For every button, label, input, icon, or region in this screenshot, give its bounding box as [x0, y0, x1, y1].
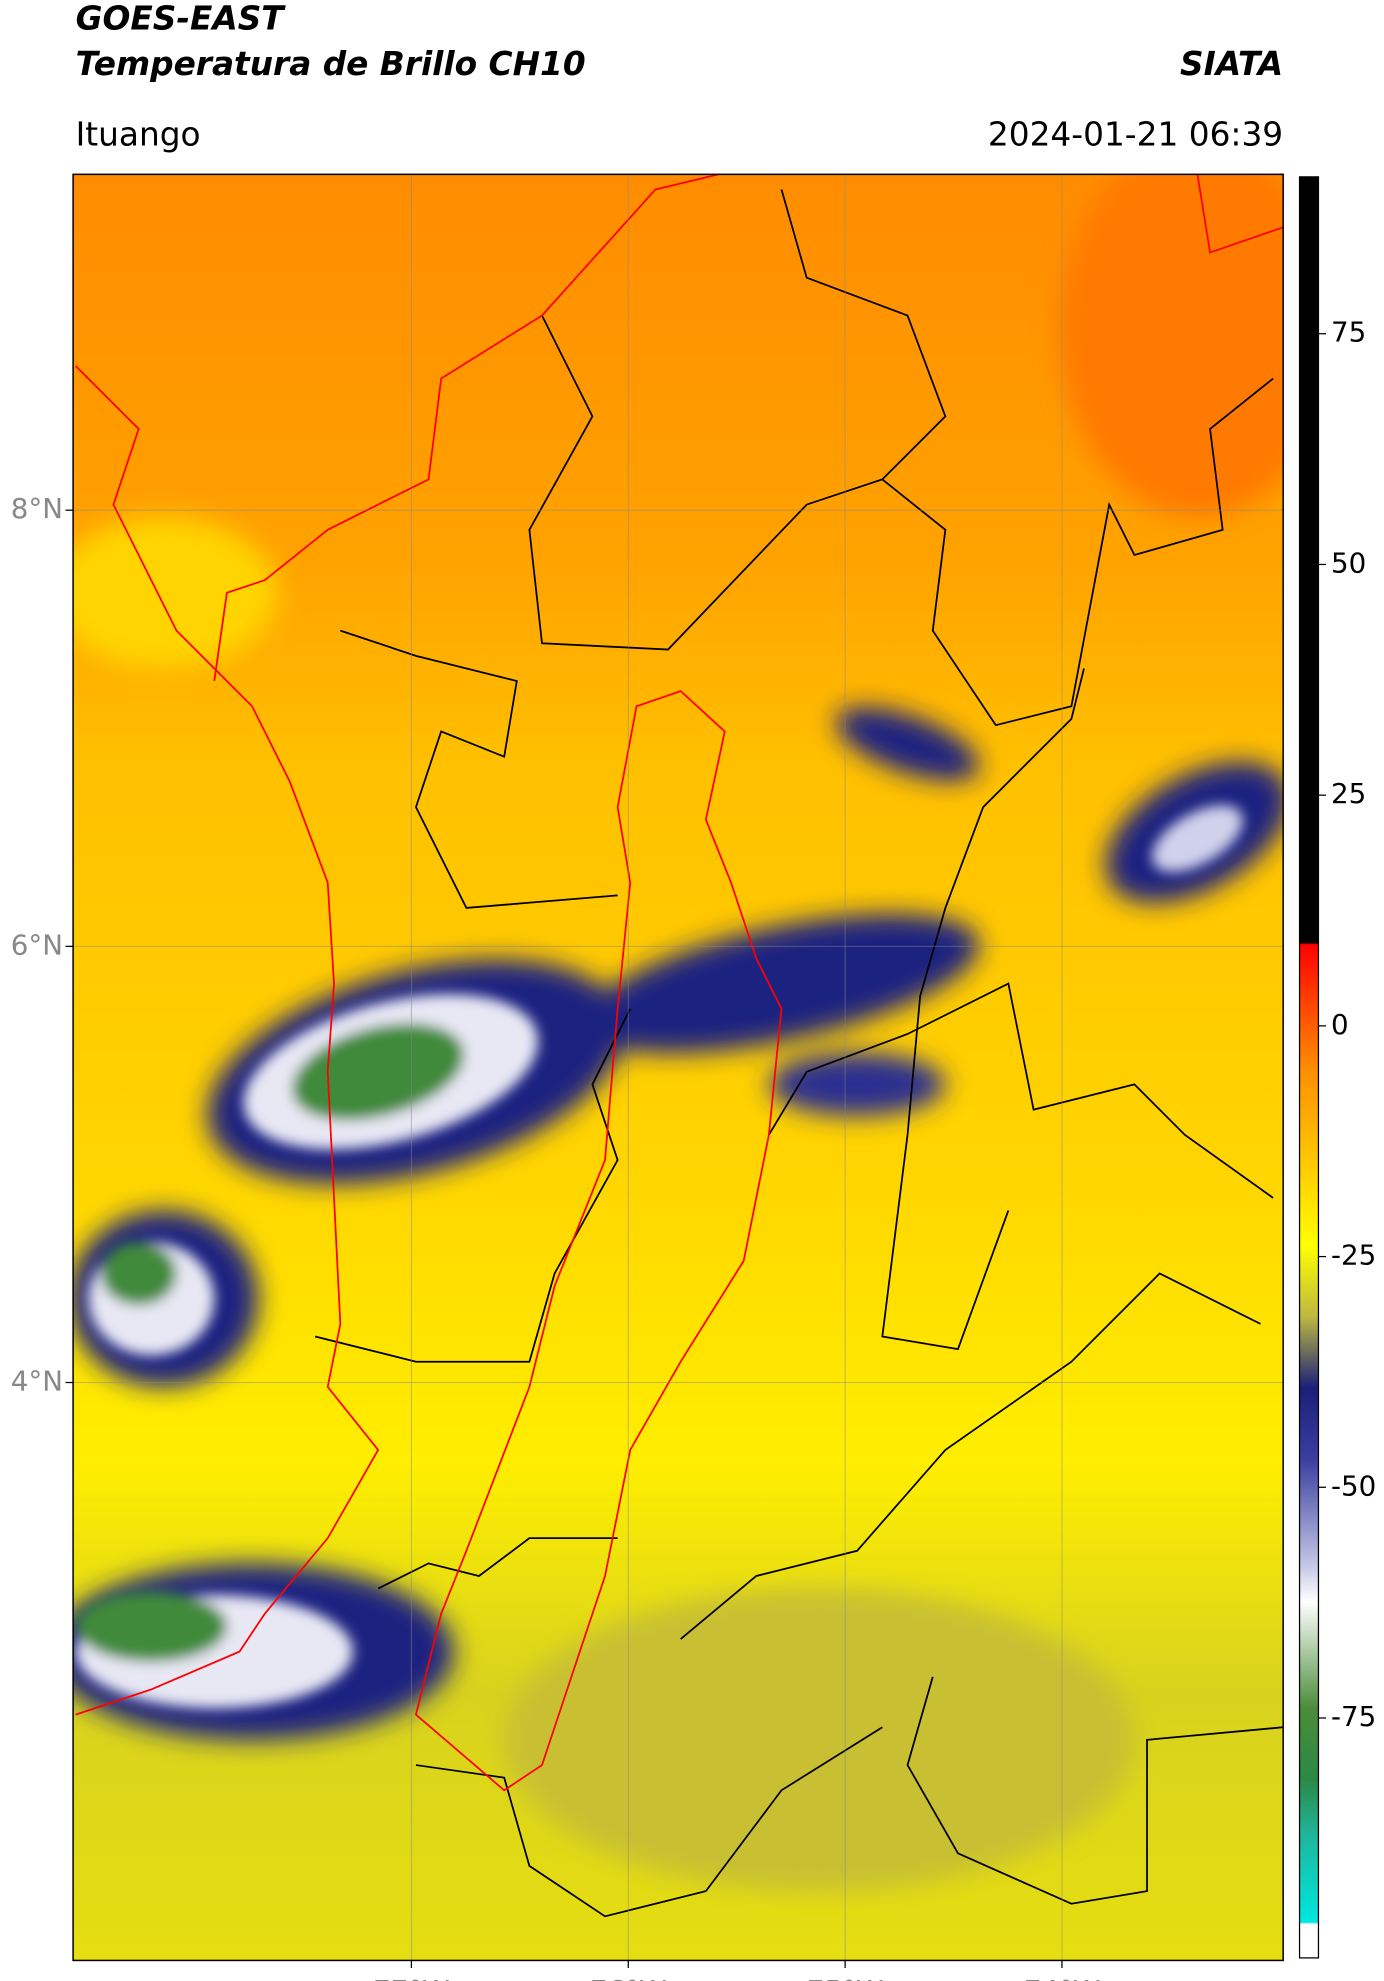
colorbar-tick-label: 25: [1331, 777, 1366, 810]
x-tick-label: 77°W: [373, 1974, 450, 1981]
map-image: [73, 174, 1284, 1961]
timestamp: 2024-01-21 06:39: [988, 116, 1283, 154]
y-tick-label: 6°N: [11, 928, 63, 961]
x-tick-label: 76°W: [590, 1974, 667, 1981]
grid: [73, 174, 1284, 1961]
colorbar-tick-label: 50: [1331, 546, 1366, 579]
colorbar-tick-label: -25: [1331, 1239, 1376, 1272]
colorbar-tick-label: -50: [1331, 1469, 1376, 1502]
subtitle: Temperatura de Brillo CH10: [76, 45, 586, 83]
title: GOES-EAST: [76, 0, 287, 38]
y-tick-label: 4°N: [11, 1365, 63, 1398]
x-tick-label: 74°W: [1024, 1974, 1101, 1981]
y-tick-label: 8°N: [11, 492, 63, 525]
location: Ituango: [76, 116, 201, 154]
map-frame: [72, 173, 1284, 1962]
colorbar-tick-label: 0: [1331, 1008, 1349, 1041]
colorbar: [1298, 176, 1320, 1959]
colorbar-tick-label: 75: [1331, 316, 1366, 349]
source: SIATA: [1180, 45, 1283, 83]
x-tick-label: 75°W: [807, 1974, 884, 1981]
colorbar-tick-label: -75: [1331, 1700, 1376, 1733]
